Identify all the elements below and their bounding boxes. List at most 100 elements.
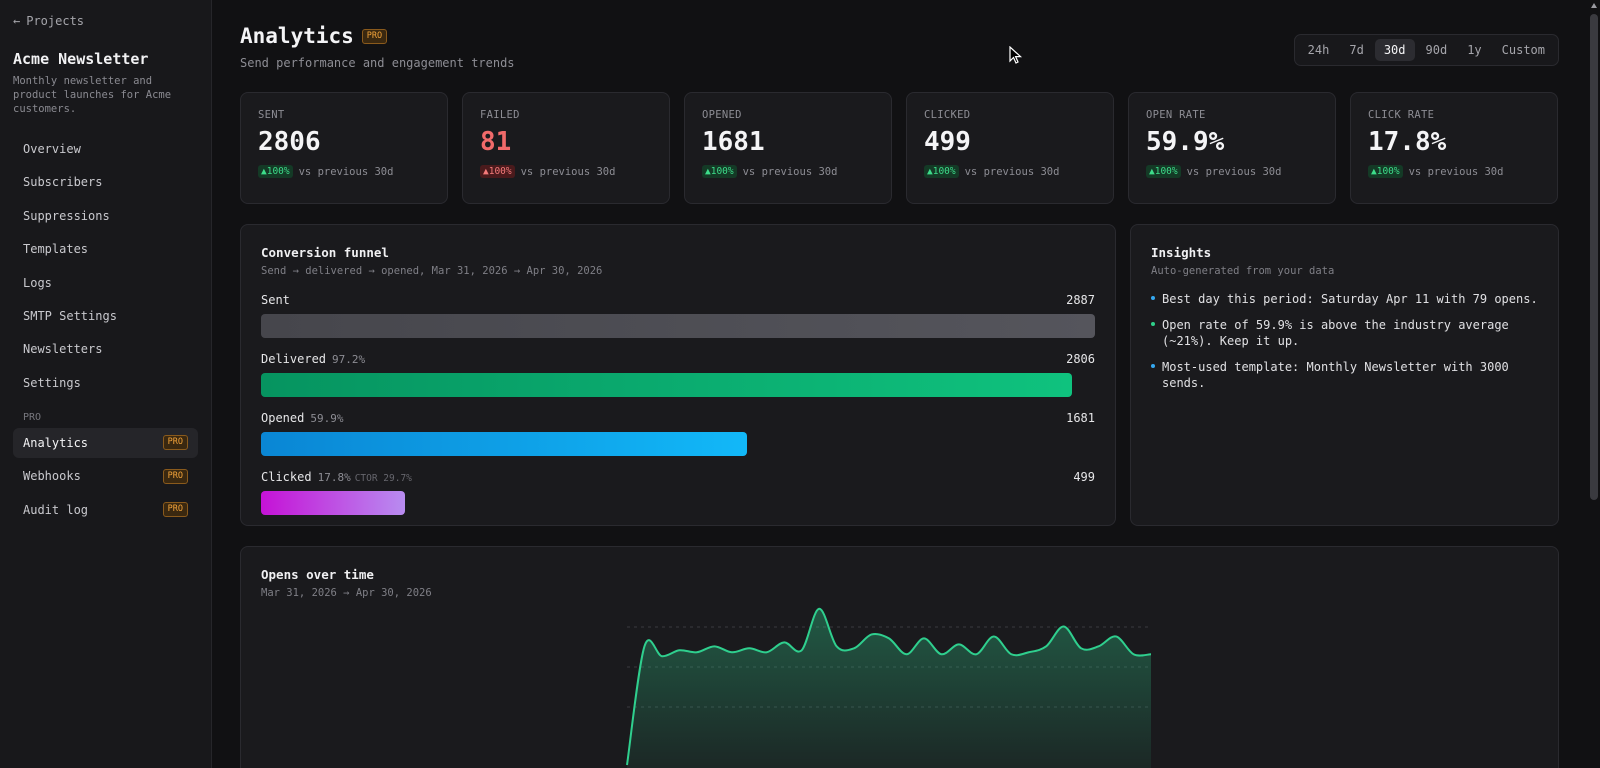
opens-data-point[interactable] <box>900 648 912 660</box>
bullet-icon <box>1151 322 1155 326</box>
delta-compare: vs previous 30d <box>742 165 838 178</box>
conversion-funnel-card: Conversion funnel Send → delivered → ope… <box>240 224 1116 526</box>
funnel-value: 2806 <box>1066 352 1095 366</box>
sidebar-item-audit-log[interactable]: Audit log PRO <box>13 495 198 525</box>
opens-data-point[interactable] <box>656 650 668 662</box>
scrollbar-thumb[interactable] <box>1590 14 1598 500</box>
back-to-projects-link[interactable]: ← Projects <box>13 14 198 28</box>
time-range-selector: 24h 7d 30d 90d 1y Custom <box>1293 34 1559 66</box>
funnel-label: Opened <box>261 411 305 425</box>
opens-data-point[interactable] <box>988 630 1000 642</box>
bullet-icon <box>1151 364 1155 368</box>
opens-data-point[interactable] <box>1075 642 1087 654</box>
back-link-label: Projects <box>26 14 85 28</box>
stat-card-sent: SENT 2806 ▲100% vs previous 30d <box>240 92 448 204</box>
opens-data-point[interactable] <box>1093 640 1105 652</box>
opens-data-point[interactable] <box>638 640 650 652</box>
stats-row: SENT 2806 ▲100% vs previous 30d FAILED 81… <box>240 92 1558 204</box>
range-30d-button[interactable]: 30d <box>1374 39 1415 61</box>
funnel-percent: 59.9% <box>310 412 344 425</box>
opens-data-point[interactable] <box>1110 630 1122 642</box>
opens-data-point[interactable] <box>918 632 930 644</box>
scroll-up-arrow-icon[interactable] <box>1591 3 1597 8</box>
sidebar-item-label: Logs <box>23 275 52 290</box>
stat-value: 17.8% <box>1368 127 1447 157</box>
stat-label: CLICK RATE <box>1368 109 1435 121</box>
opens-data-point[interactable] <box>761 646 773 658</box>
sidebar-item-suppressions[interactable]: Suppressions <box>13 201 198 231</box>
opens-data-point[interactable] <box>743 642 755 654</box>
sidebar-item-subscribers[interactable]: Subscribers <box>13 167 198 197</box>
funnel-row-clicked: Clicked 17.8% CTOR 29.7% 499 <box>261 470 1095 515</box>
stat-delta: ▲100% vs previous 30d <box>924 165 1096 178</box>
sidebar-item-label: Audit log <box>23 502 89 517</box>
sidebar-item-label: Webhooks <box>23 469 81 484</box>
stat-card-open-rate: OPEN RATE 59.9% ▲100% vs previous 30d <box>1128 92 1336 204</box>
opens-data-point[interactable] <box>778 636 790 648</box>
opens-chart <box>626 603 1157 768</box>
opens-data-point[interactable] <box>726 646 738 658</box>
delta-chip: ▲100% <box>1146 165 1181 178</box>
sidebar-item-settings[interactable]: Settings <box>13 368 198 398</box>
opens-data-point[interactable] <box>883 632 895 644</box>
opens-data-point[interactable] <box>796 644 808 656</box>
sidebar-item-label: Settings <box>23 375 81 390</box>
sidebar-item-label: SMTP Settings <box>23 308 117 323</box>
funnel-percent: 97.2% <box>332 353 366 366</box>
funnel-value: 1681 <box>1066 411 1095 425</box>
range-24h-button[interactable]: 24h <box>1307 43 1330 57</box>
sidebar-item-logs[interactable]: Logs <box>13 268 198 298</box>
opens-data-point[interactable] <box>1023 646 1035 658</box>
opens-series-line <box>626 607 1152 766</box>
range-custom-button[interactable]: Custom <box>1501 43 1545 57</box>
pro-badge: PRO <box>162 502 188 518</box>
opens-data-point[interactable] <box>1145 648 1157 660</box>
card-subtitle: Auto-generated from your data <box>1151 265 1335 277</box>
opens-data-point[interactable] <box>866 628 878 640</box>
opens-data-point[interactable] <box>1040 640 1052 652</box>
stat-card-clicked: CLICKED 499 ▲100% vs previous 30d <box>906 92 1114 204</box>
sidebar-item-analytics[interactable]: Analytics PRO <box>13 427 198 458</box>
pro-section-heading: PRO <box>23 412 42 424</box>
delta-compare: vs previous 30d <box>520 165 616 178</box>
sidebar-item-smtp-settings[interactable]: SMTP Settings <box>13 301 198 331</box>
insight-item: Best day this period: Saturday Apr 11 wi… <box>1151 291 1538 307</box>
opens-data-point[interactable] <box>708 640 720 652</box>
opens-data-point[interactable] <box>953 638 965 650</box>
sidebar-item-webhooks[interactable]: Webhooks PRO <box>13 461 198 491</box>
delta-compare: vs previous 30d <box>1408 165 1504 178</box>
opens-data-point[interactable] <box>1005 648 1017 660</box>
stat-value: 1681 <box>702 127 765 157</box>
opens-data-point[interactable] <box>848 642 860 654</box>
stat-label: OPENED <box>702 109 742 121</box>
stat-delta: ▲100% vs previous 30d <box>1368 165 1540 178</box>
page-title: Analytics <box>240 24 354 48</box>
insight-text: Open rate of 59.9% is above the industry… <box>1162 318 1509 348</box>
pro-badge: PRO <box>162 468 188 484</box>
card-title: Conversion funnel <box>261 245 389 260</box>
opens-area-fill <box>627 608 1151 768</box>
sidebar-item-label: Newsletters <box>23 342 103 357</box>
opens-data-point[interactable] <box>970 648 982 660</box>
funnel-percent: 17.8% <box>317 471 351 484</box>
range-1y-button[interactable]: 1y <box>1467 43 1482 57</box>
sidebar-item-overview[interactable]: Overview <box>13 134 198 164</box>
opens-data-point[interactable] <box>673 644 685 656</box>
stat-delta: ▲100% vs previous 30d <box>258 165 430 178</box>
page-header: Analytics PRO <box>240 24 388 48</box>
sidebar-item-label: Subscribers <box>23 175 103 190</box>
arrow-left-icon: ← <box>13 14 21 28</box>
card-subtitle: Send → delivered → opened, Mar 31, 2026 … <box>261 265 603 277</box>
opens-data-point[interactable] <box>831 640 843 652</box>
sidebar-item-templates[interactable]: Templates <box>13 234 198 264</box>
opens-data-point[interactable] <box>691 646 703 658</box>
opens-data-point[interactable] <box>1128 648 1140 660</box>
sidebar: ← Projects Acme Newsletter Monthly newsl… <box>0 0 212 768</box>
range-7d-button[interactable]: 7d <box>1349 43 1364 57</box>
sidebar-item-newsletters[interactable]: Newsletters <box>13 334 198 364</box>
opens-data-point[interactable] <box>935 648 947 660</box>
opens-data-point[interactable] <box>1058 621 1070 633</box>
funnel-row-opened: Opened 59.9% 1681 <box>261 411 1095 456</box>
range-90d-button[interactable]: 90d <box>1425 43 1448 57</box>
opens-data-point[interactable] <box>813 603 825 615</box>
